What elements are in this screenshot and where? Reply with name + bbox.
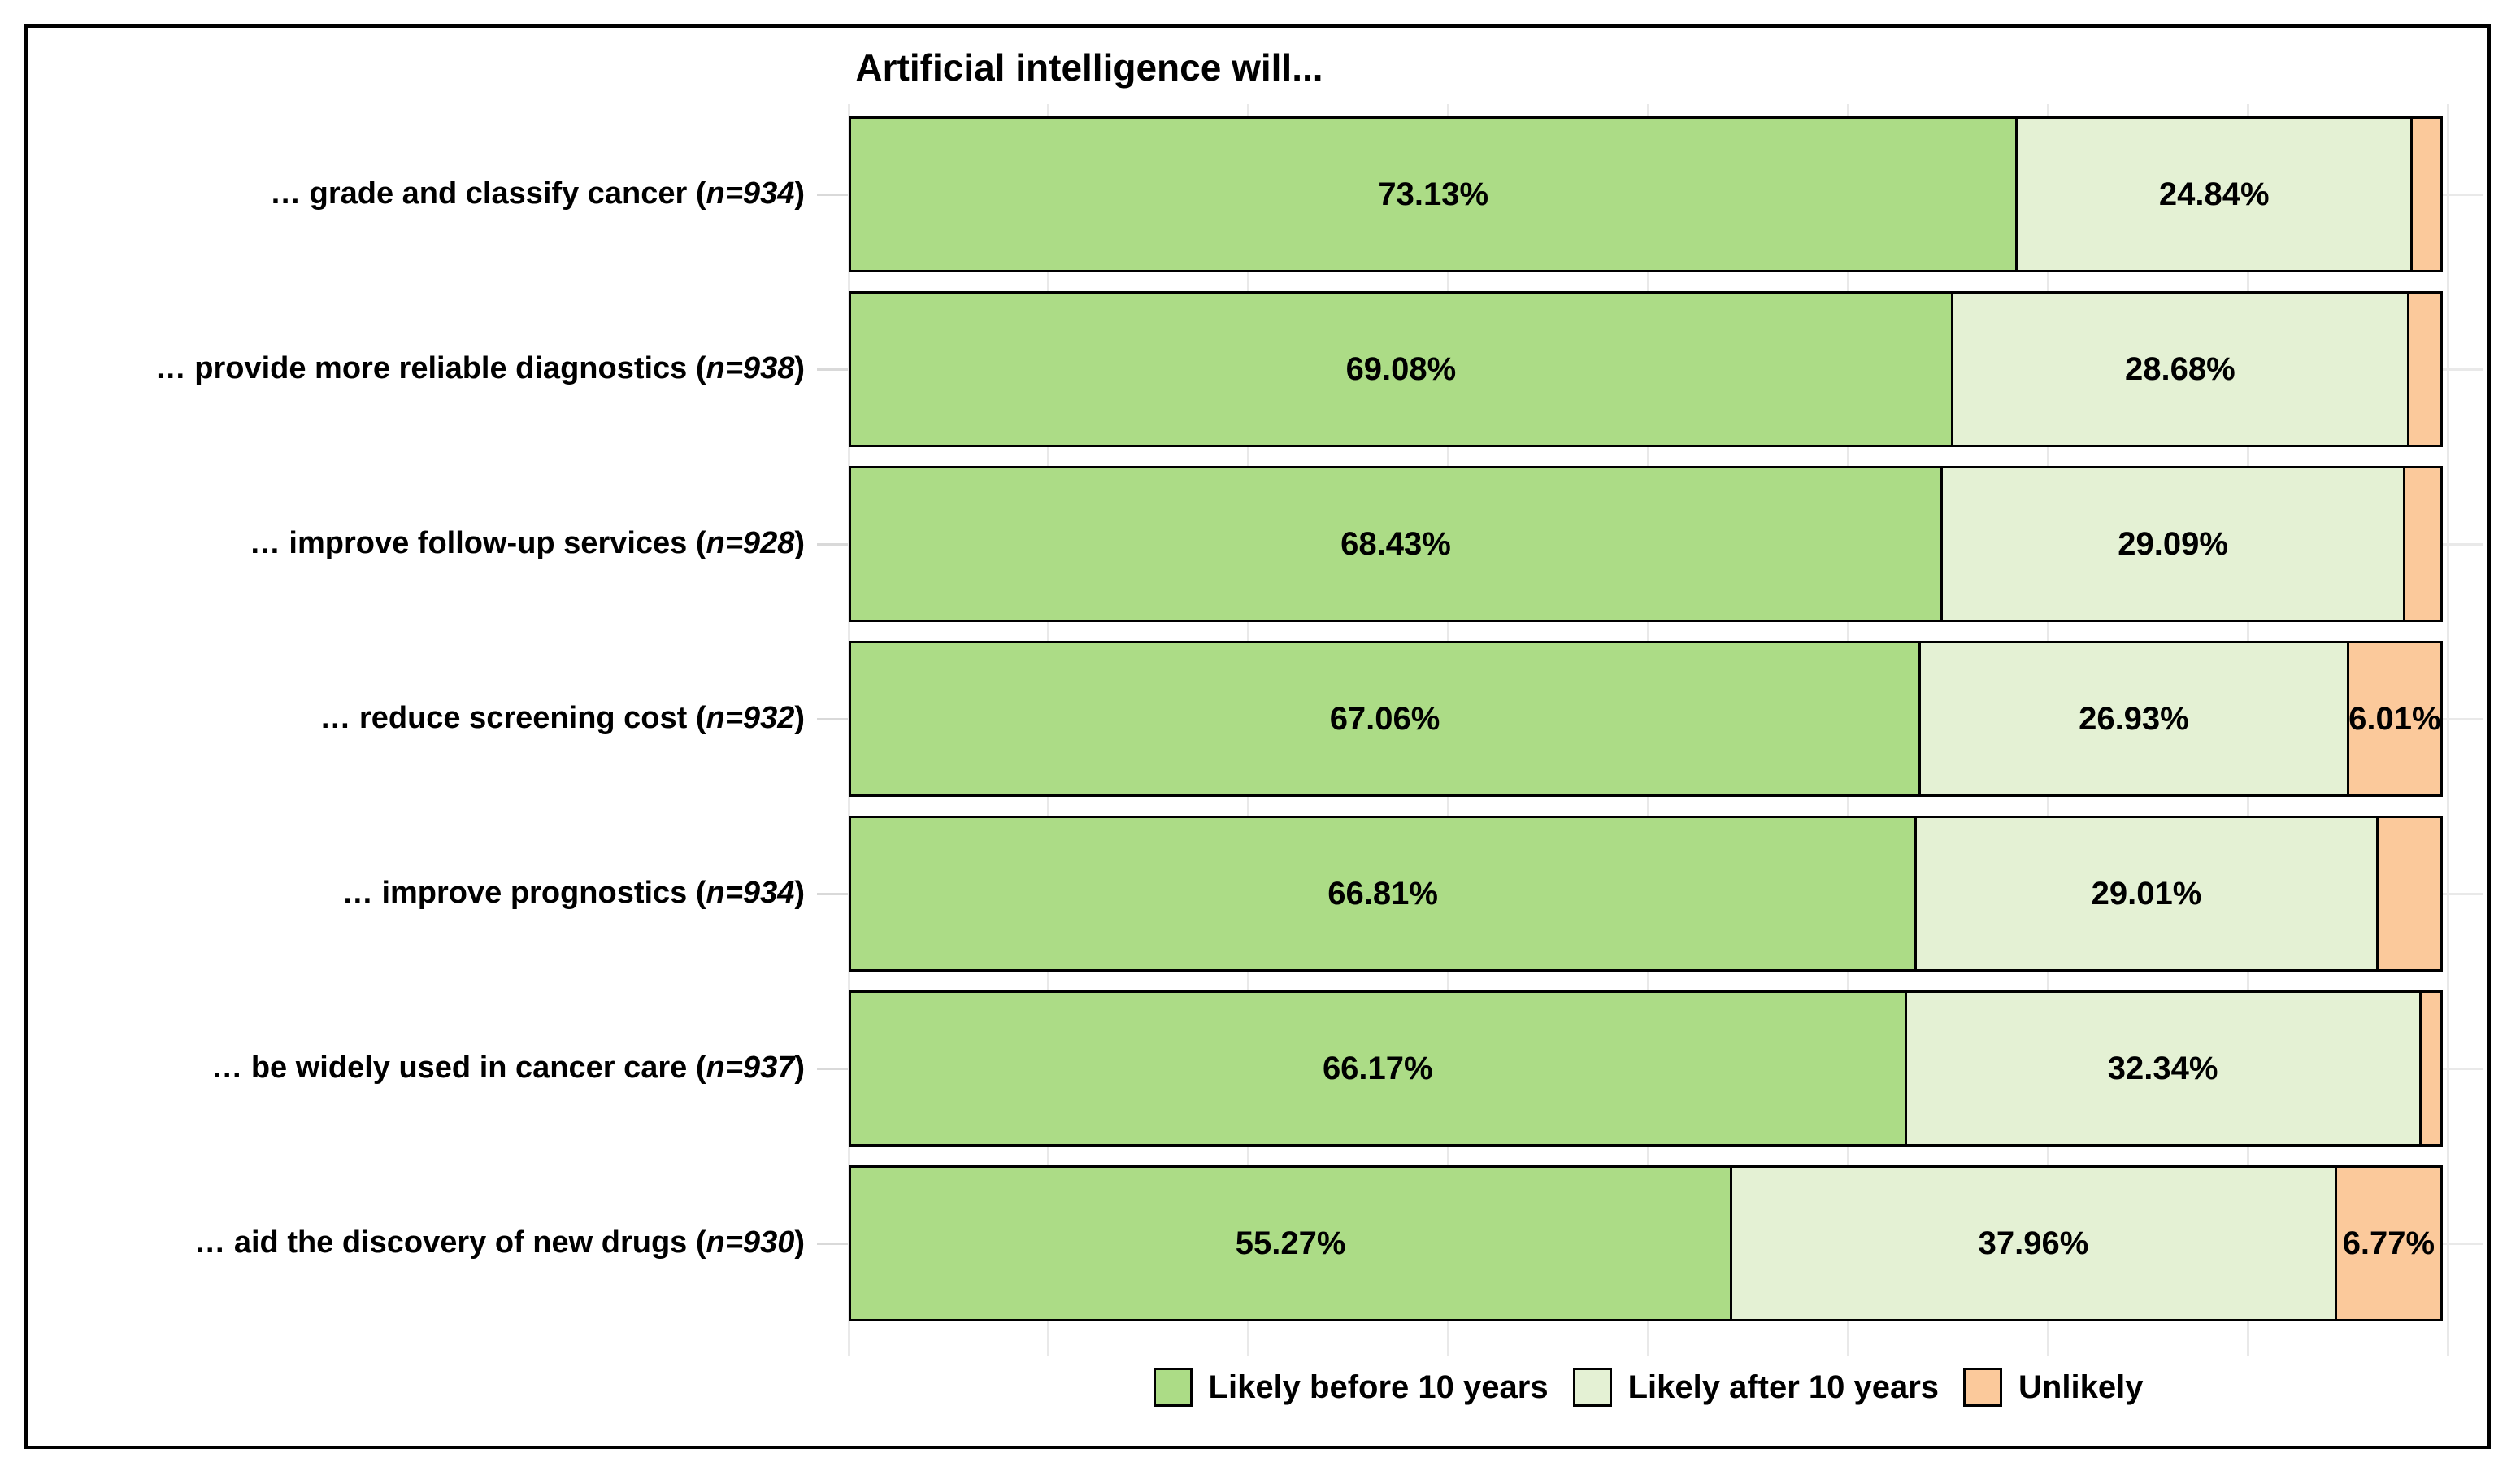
bar-row: 66.17% 32.34% bbox=[849, 990, 2443, 1147]
legend-swatch-before bbox=[1153, 1368, 1193, 1407]
segment-value-label: 37.96% bbox=[1978, 1225, 2089, 1261]
bar-row: 68.43% 29.09% bbox=[849, 466, 2443, 622]
bar-row: 66.81% 29.01% bbox=[849, 816, 2443, 972]
vertical-gridline bbox=[2446, 104, 2449, 1356]
segment-value-label: 29.09% bbox=[2118, 525, 2228, 562]
category-n-count: n=932 bbox=[706, 701, 795, 736]
bar-segment-after: 29.09% bbox=[1940, 466, 2406, 622]
segment-value-label: 24.84% bbox=[2158, 176, 2270, 212]
segment-value-label: 66.17% bbox=[1322, 1050, 1433, 1086]
bar-segment-after: 26.93% bbox=[1918, 641, 2349, 797]
bar-segment-unlikely bbox=[2375, 816, 2443, 972]
category-n-count: n=938 bbox=[706, 351, 795, 386]
bar-segment-unlikely bbox=[2406, 291, 2443, 447]
bar-segment-after: 24.84% bbox=[2015, 116, 2414, 272]
bar-segment-unlikely bbox=[2410, 116, 2443, 272]
bar-segment-before: 69.08% bbox=[849, 291, 1953, 447]
bar-row: 67.06% 26.93% 6.01% bbox=[849, 641, 2443, 797]
bar-segment-unlikely bbox=[2403, 466, 2443, 622]
legend-item-unlikely: Unlikely bbox=[1963, 1368, 2143, 1407]
legend: Likely before 10 years Likely after 10 ye… bbox=[849, 1368, 2448, 1407]
bar-segment-before: 55.27% bbox=[849, 1165, 1733, 1321]
category-label: … provide more reliable diagnostics (n=9… bbox=[154, 351, 805, 386]
category-n-count: n=934 bbox=[706, 876, 795, 911]
category-label: … be widely used in cancer care (n=937) bbox=[211, 1051, 805, 1086]
segment-value-label: 32.34% bbox=[2107, 1050, 2218, 1086]
segment-value-label: 6.01% bbox=[2348, 700, 2441, 737]
bar-segment-unlikely bbox=[2418, 990, 2443, 1147]
segment-value-label: 66.81% bbox=[1327, 875, 1438, 912]
bar-segment-after: 29.01% bbox=[1914, 816, 2379, 972]
bar-segment-before: 68.43% bbox=[849, 466, 1944, 622]
axis-tick bbox=[817, 368, 848, 371]
segment-value-label: 67.06% bbox=[1329, 700, 1440, 737]
chart-title: Artificial intelligence will... bbox=[855, 46, 1323, 89]
figure-border: Artificial intelligence will... … grade … bbox=[24, 24, 2491, 1449]
bar-segment-before: 67.06% bbox=[849, 641, 1922, 797]
bar-segment-after: 37.96% bbox=[1730, 1165, 2337, 1321]
legend-item-before: Likely before 10 years bbox=[1153, 1368, 1549, 1407]
bar-segment-before: 66.17% bbox=[849, 990, 1907, 1147]
segment-value-label: 69.08% bbox=[1345, 350, 1457, 387]
bar-row: 73.13% 24.84% bbox=[849, 116, 2443, 272]
bar-segment-after: 32.34% bbox=[1904, 990, 2422, 1147]
category-label: … improve prognostics (n=934) bbox=[341, 876, 805, 911]
axis-tick bbox=[817, 717, 848, 720]
segment-value-label: 6.77% bbox=[2342, 1225, 2435, 1261]
axis-tick bbox=[817, 193, 848, 196]
segment-value-label: 28.68% bbox=[2125, 350, 2235, 387]
category-label: … improve follow-up services (n=928) bbox=[249, 526, 805, 561]
legend-swatch-unlikely bbox=[1963, 1368, 2003, 1407]
axis-tick bbox=[817, 1242, 848, 1245]
category-label: … grade and classify cancer (n=934) bbox=[270, 176, 805, 211]
segment-value-label: 29.01% bbox=[2091, 875, 2202, 912]
bar-segment-before: 73.13% bbox=[849, 116, 2018, 272]
bar-segment-unlikely: 6.77% bbox=[2334, 1165, 2443, 1321]
legend-item-label: Likely before 10 years bbox=[1208, 1369, 1549, 1405]
segment-value-label: 26.93% bbox=[2079, 700, 2189, 737]
segment-value-label: 68.43% bbox=[1340, 525, 1451, 562]
legend-item-label: Likely after 10 years bbox=[1627, 1369, 1940, 1405]
axis-tick bbox=[817, 1067, 848, 1070]
category-label: … aid the discovery of new drugs (n=930) bbox=[194, 1225, 805, 1260]
legend-item-after: Likely after 10 years bbox=[1572, 1368, 1940, 1407]
category-label: … reduce screening cost (n=932) bbox=[319, 701, 805, 736]
bar-row: 55.27% 37.96% 6.77% bbox=[849, 1165, 2443, 1321]
category-n-count: n=934 bbox=[706, 176, 795, 211]
axis-tick bbox=[817, 542, 848, 546]
axis-tick bbox=[817, 892, 848, 895]
bar-segment-before: 66.81% bbox=[849, 816, 1918, 972]
category-n-count: n=930 bbox=[706, 1225, 795, 1260]
legend-swatch-after bbox=[1572, 1368, 1612, 1407]
category-n-count: n=937 bbox=[706, 1051, 795, 1086]
segment-value-label: 73.13% bbox=[1378, 176, 1489, 212]
bar-segment-unlikely: 6.01% bbox=[2346, 641, 2443, 797]
category-n-count: n=928 bbox=[706, 526, 795, 561]
bar-segment-after: 28.68% bbox=[1950, 291, 2409, 447]
bar-row: 69.08% 28.68% bbox=[849, 291, 2443, 447]
segment-value-label: 55.27% bbox=[1235, 1225, 1346, 1261]
legend-item-label: Unlikely bbox=[2018, 1369, 2144, 1405]
